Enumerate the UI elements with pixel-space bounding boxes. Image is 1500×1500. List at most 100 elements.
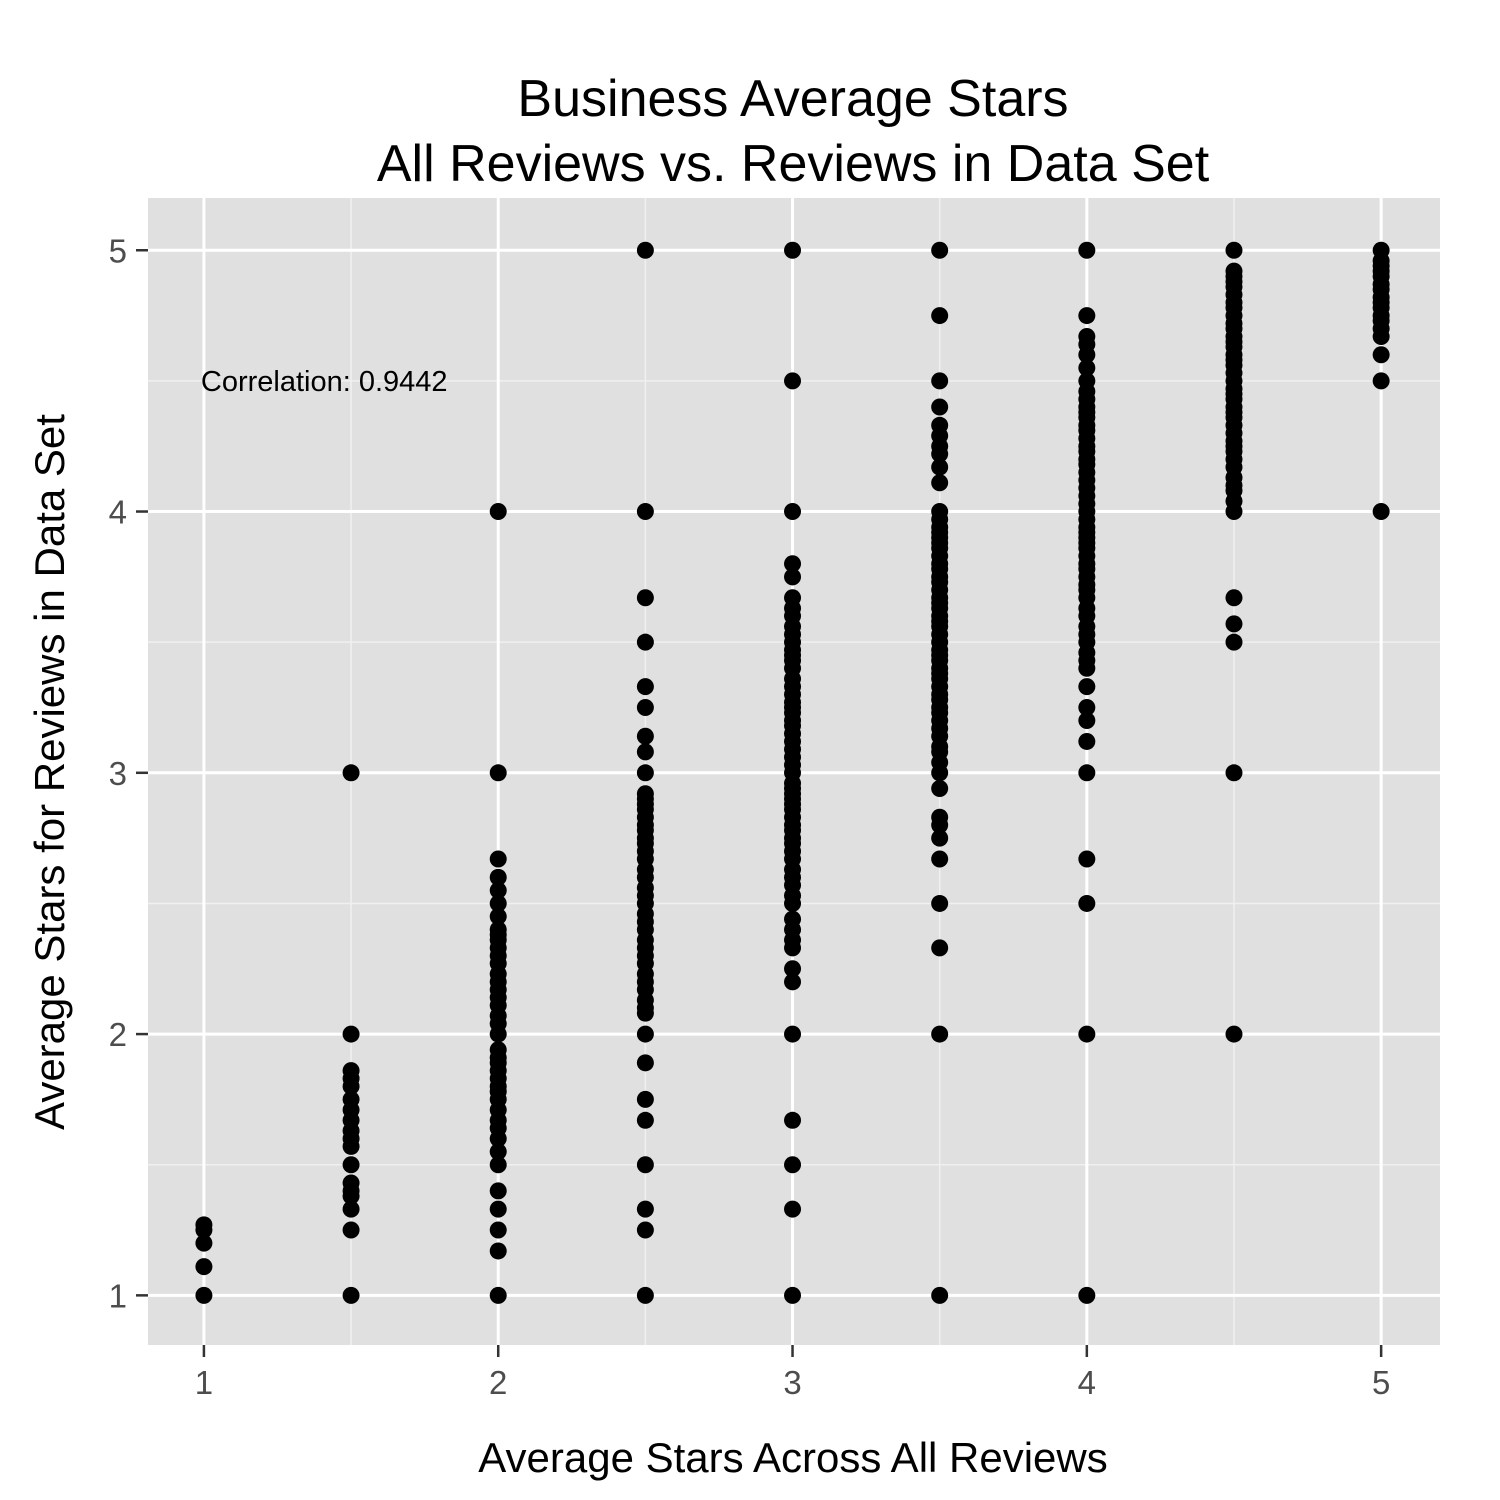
data-point (636, 727, 654, 745)
data-point (195, 1234, 213, 1252)
x-tick-label: 5 (1372, 1364, 1390, 1401)
data-point (636, 589, 654, 607)
y-tick-label: 3 (109, 755, 127, 792)
x-axis-ticks: 1 2 3 4 5 (195, 1345, 1390, 1401)
data-point (489, 868, 507, 886)
chart-title-line-2: All Reviews vs. Reviews in Data Set (377, 135, 1210, 193)
data-point (489, 503, 507, 521)
data-point (1225, 262, 1243, 280)
data-point (636, 1156, 654, 1174)
data-point (489, 881, 507, 899)
data-point (636, 764, 654, 782)
data-point (784, 568, 802, 586)
data-point (1225, 764, 1243, 782)
data-point (1078, 764, 1096, 782)
data-point (489, 850, 507, 868)
data-point (784, 910, 802, 928)
data-point (489, 1242, 507, 1260)
data-point (342, 764, 360, 782)
data-point (784, 1286, 802, 1304)
data-point (931, 1025, 949, 1043)
data-point (489, 1182, 507, 1200)
data-point (1078, 894, 1096, 912)
data-point (1078, 698, 1096, 716)
data-point (784, 1111, 802, 1129)
data-point (784, 1200, 802, 1218)
data-point (931, 1286, 949, 1304)
data-point (784, 503, 802, 521)
data-point (1078, 307, 1096, 325)
data-point (489, 1143, 507, 1161)
data-point (636, 1286, 654, 1304)
data-point (784, 241, 802, 259)
data-point (489, 1221, 507, 1239)
data-point (636, 1054, 654, 1072)
data-point (1225, 633, 1243, 651)
data-point (1078, 241, 1096, 259)
data-point (1078, 712, 1096, 730)
data-point (784, 589, 802, 607)
data-point (1372, 346, 1390, 364)
data-point (342, 1174, 360, 1192)
data-point (636, 698, 654, 716)
y-axis-label: Average Stars for Reviews in Data Set (26, 414, 73, 1130)
data-point (1078, 1025, 1096, 1043)
data-point (931, 307, 949, 325)
data-point (1078, 732, 1096, 750)
data-point (931, 894, 949, 912)
data-point (784, 960, 802, 978)
data-point (489, 921, 507, 939)
data-point (636, 678, 654, 696)
data-point (784, 973, 802, 991)
data-point (1078, 359, 1096, 377)
data-point (931, 939, 949, 957)
data-point (342, 1090, 360, 1108)
data-point (1372, 372, 1390, 390)
data-point (342, 1221, 360, 1239)
data-point (489, 1286, 507, 1304)
data-point (636, 241, 654, 259)
data-point (489, 764, 507, 782)
data-point (342, 1200, 360, 1218)
data-point (636, 1221, 654, 1239)
data-point (931, 779, 949, 797)
data-point (636, 1090, 654, 1108)
data-point (931, 808, 949, 826)
data-point (636, 785, 654, 803)
data-point (342, 1286, 360, 1304)
y-tick-label: 2 (109, 1016, 127, 1053)
data-point (636, 1025, 654, 1043)
correlation-annotation: Correlation: 0.9442 (201, 366, 448, 398)
data-point (342, 1025, 360, 1043)
data-point (489, 1156, 507, 1174)
data-point (636, 743, 654, 761)
data-point (931, 850, 949, 868)
data-point (1078, 678, 1096, 696)
chart-title-line-1: Business Average Stars (517, 70, 1068, 128)
data-point (784, 372, 802, 390)
data-point (1078, 1286, 1096, 1304)
data-point (489, 1200, 507, 1218)
data-point (931, 503, 949, 521)
data-point (784, 1025, 802, 1043)
x-tick-label: 4 (1078, 1364, 1096, 1401)
data-point (489, 894, 507, 912)
y-tick-label: 4 (109, 494, 127, 531)
x-tick-label: 1 (195, 1364, 213, 1401)
x-tick-label: 3 (783, 1364, 801, 1401)
data-point (342, 1062, 360, 1080)
data-point (195, 1258, 213, 1276)
data-point (489, 1041, 507, 1059)
data-point (931, 398, 949, 416)
data-point (636, 1111, 654, 1129)
y-tick-label: 5 (109, 232, 127, 269)
data-point (1225, 1025, 1243, 1043)
y-tick-label: 1 (109, 1277, 127, 1314)
data-point (931, 458, 949, 476)
data-point (931, 474, 949, 492)
data-point (931, 416, 949, 434)
data-point (1225, 615, 1243, 633)
data-point (1078, 372, 1096, 390)
y-axis-ticks: 1 2 3 4 5 (109, 232, 148, 1314)
